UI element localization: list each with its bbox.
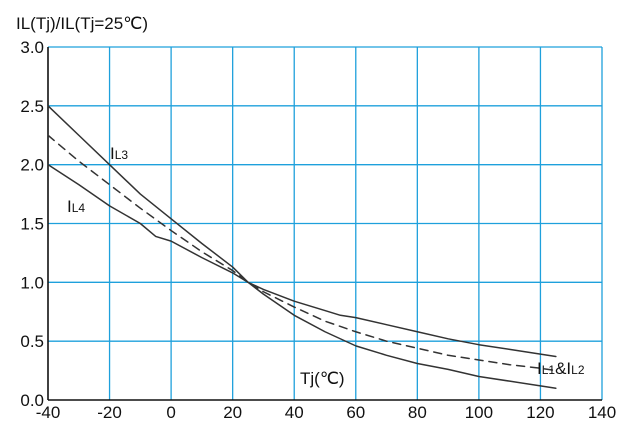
y-tick-label: 0.0 — [20, 391, 44, 410]
series-label-il12-sub2: L2 — [571, 363, 585, 377]
series-label-il4: IL4 — [67, 197, 85, 216]
x-tick-label: 60 — [346, 403, 365, 422]
y-tick-label: 1.5 — [20, 215, 44, 234]
x-tick-label: 40 — [285, 403, 304, 422]
series-label-il3-sub: L3 — [115, 148, 129, 162]
series-label-il4-main: I — [67, 197, 72, 216]
x-tick-label: 120 — [526, 403, 554, 422]
series-label-il3: IL3 — [110, 144, 128, 163]
y-tick-label: 0.5 — [20, 332, 44, 351]
x-tick-label: 0 — [166, 403, 175, 422]
x-ticks: -40 -20 0 20 40 60 80 100 120 140 — [36, 403, 616, 422]
y-tick-label: 1.0 — [20, 273, 44, 292]
series-line-il4 — [47, 163, 557, 358]
x-tick-label: 20 — [223, 403, 242, 422]
series-line-il1-il2 — [47, 134, 557, 372]
x-tick-label: 80 — [408, 403, 427, 422]
series-group — [47, 105, 557, 389]
x-tick-label: -40 — [36, 403, 61, 422]
series-label-il12: IL1&IL2 — [537, 359, 585, 378]
y-ticks: 0.0 0.5 1.0 1.5 2.0 2.5 3.0 — [20, 38, 44, 410]
series-label-il12-sub1: L1 — [542, 363, 556, 377]
x-tick-label: -20 — [97, 403, 122, 422]
y-tick-label: 3.0 — [20, 38, 44, 57]
series-label-il12-main1: I — [537, 359, 542, 378]
series-label-il4-sub: L4 — [72, 201, 86, 215]
x-tick-label: 100 — [465, 403, 493, 422]
series-line-il3 — [47, 105, 557, 389]
y-tick-label: 2.0 — [20, 156, 44, 175]
x-tick-label: 140 — [588, 403, 616, 422]
grid — [48, 46, 603, 400]
series-label-il12-amp: &I — [555, 359, 571, 378]
y-axis-label: IL(Tj)/IL(Tj=25℃) — [16, 14, 148, 33]
series-label-il3-main: I — [110, 144, 115, 163]
x-axis-label: Tj(℃) — [300, 369, 345, 388]
y-tick-label: 2.5 — [20, 97, 44, 116]
